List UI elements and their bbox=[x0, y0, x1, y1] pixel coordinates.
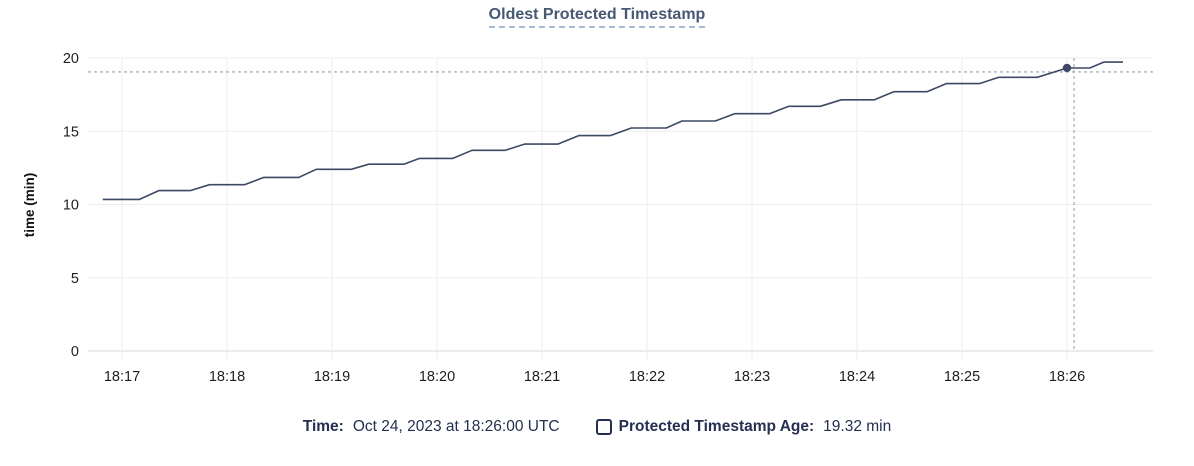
x-tick-label: 18:23 bbox=[734, 369, 770, 385]
x-tick-label: 18:26 bbox=[1049, 369, 1085, 385]
legend-series-group[interactable]: Protected Timestamp Age: 19.32 min bbox=[595, 418, 892, 436]
y-tick-label: 10 bbox=[63, 198, 79, 214]
x-tick-label: 18:18 bbox=[209, 369, 245, 385]
x-tick-label: 18:25 bbox=[944, 369, 980, 385]
legend-series-label: Protected Timestamp Age: bbox=[618, 418, 815, 435]
x-tick-label: 18:21 bbox=[524, 369, 560, 385]
line-chart[interactable]: 0 5 10 15 20 18:17 18:18 18:19 18:20 18:21 18:22 18… bbox=[0, 0, 1194, 400]
y-tick-label: 20 bbox=[63, 51, 79, 67]
x-tick-label: 18:17 bbox=[104, 369, 140, 385]
x-tick-label: 18:24 bbox=[839, 369, 875, 385]
y-tick-label: 5 bbox=[71, 271, 79, 287]
legend: Time: Oct 24, 2023 at 18:26:00 UTC Prote… bbox=[0, 418, 1194, 436]
series-checkbox[interactable] bbox=[595, 419, 612, 435]
legend-time-group: Time: Oct 24, 2023 at 18:26:00 UTC bbox=[303, 418, 560, 436]
legend-time-value: Oct 24, 2023 at 18:26:00 UTC bbox=[352, 418, 560, 435]
y-tick-label: 0 bbox=[71, 344, 79, 360]
legend-time-label: Time: bbox=[302, 418, 344, 435]
x-tick-label: 18:20 bbox=[419, 369, 455, 385]
y-axis-title: time (min) bbox=[22, 173, 37, 238]
chart-title-row: Oldest Protected Timestamp bbox=[0, 6, 1194, 28]
y-tick-label: 15 bbox=[63, 124, 79, 140]
legend-series-value: 19.32 min bbox=[823, 418, 892, 435]
hover-point-dot bbox=[1062, 63, 1072, 73]
x-tick-label: 18:22 bbox=[629, 369, 665, 385]
series-line[interactable] bbox=[102, 61, 1123, 201]
chart-title[interactable]: Oldest Protected Timestamp bbox=[488, 6, 706, 28]
x-tick-label: 18:19 bbox=[314, 369, 350, 385]
